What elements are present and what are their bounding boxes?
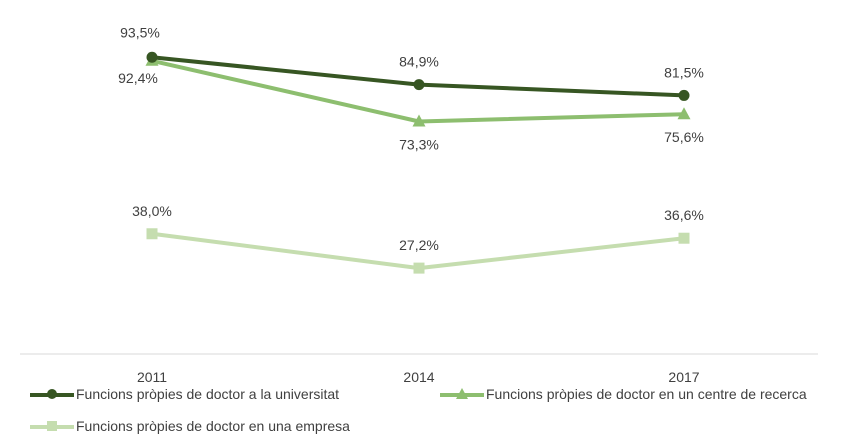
data-point-s1-2017	[677, 107, 691, 120]
x-tick-label-2011: 2011	[137, 369, 167, 385]
legend-swatch-centre-recerca	[440, 387, 484, 401]
legend-item-universitat: Funcions pròpies de doctor a la universi…	[30, 386, 339, 402]
data-label-s1-2017: 75,6%	[664, 129, 704, 145]
data-label-s0-2017: 81,5%	[664, 64, 704, 80]
data-point-s2-2017	[678, 232, 690, 244]
data-point-s0-2011	[146, 51, 158, 63]
legend-label-universitat: Funcions pròpies de doctor a la universi…	[76, 386, 340, 402]
data-point-s2-2014	[413, 262, 425, 274]
legend-swatch-universitat	[30, 387, 74, 401]
legend-item-empresa: Funcions pròpies de doctor en una empres…	[30, 418, 350, 434]
x-tick-label-2017: 2017	[668, 369, 699, 385]
data-label-s0-2014: 84,9%	[399, 54, 439, 70]
data-point-s0-2014	[413, 79, 425, 91]
legend-item-centre-recerca: Funcions pròpies de doctor en un centre …	[440, 386, 807, 402]
legend-label-empresa: Funcions pròpies de doctor en una empres…	[76, 418, 350, 434]
data-label-s0-2011: 93,5%	[120, 24, 160, 40]
x-tick-label-2014: 2014	[403, 369, 434, 385]
data-label-s1-2011: 92,4%	[118, 70, 158, 86]
data-label-s1-2014: 73,3%	[399, 137, 439, 153]
data-point-s0-2017	[678, 89, 690, 101]
legend-swatch-empresa	[30, 419, 74, 433]
data-label-s2-2011: 38,0%	[132, 203, 172, 219]
data-label-s2-2014: 27,2%	[399, 237, 439, 253]
data-point-s1-2014	[412, 114, 426, 127]
legend-label-centre-recerca: Funcions pròpies de doctor en un centre …	[486, 386, 807, 402]
data-point-s2-2011	[146, 228, 158, 240]
data-label-s2-2017: 36,6%	[664, 207, 704, 223]
